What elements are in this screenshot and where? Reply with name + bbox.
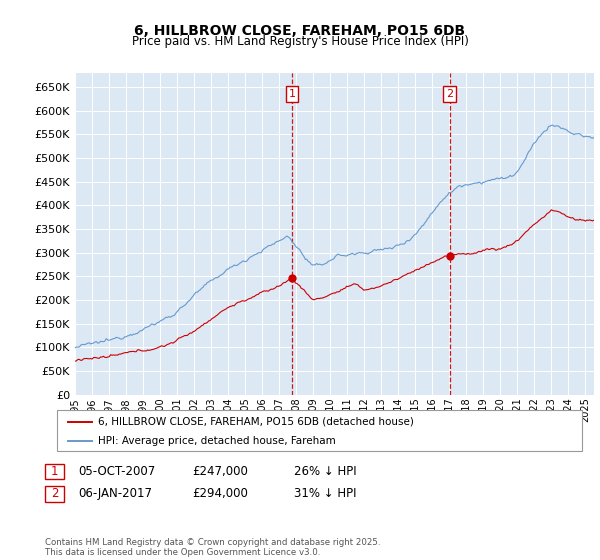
- Text: 2: 2: [51, 487, 58, 501]
- Text: Contains HM Land Registry data © Crown copyright and database right 2025.
This d: Contains HM Land Registry data © Crown c…: [45, 538, 380, 557]
- Text: 26% ↓ HPI: 26% ↓ HPI: [294, 465, 356, 478]
- Text: £247,000: £247,000: [192, 465, 248, 478]
- Text: £294,000: £294,000: [192, 487, 248, 501]
- Text: 1: 1: [289, 89, 296, 99]
- Text: HPI: Average price, detached house, Fareham: HPI: Average price, detached house, Fare…: [98, 436, 335, 446]
- Text: Price paid vs. HM Land Registry's House Price Index (HPI): Price paid vs. HM Land Registry's House …: [131, 35, 469, 48]
- Text: 1: 1: [51, 465, 58, 478]
- Text: 06-JAN-2017: 06-JAN-2017: [78, 487, 152, 501]
- Text: 31% ↓ HPI: 31% ↓ HPI: [294, 487, 356, 501]
- Text: 6, HILLBROW CLOSE, FAREHAM, PO15 6DB: 6, HILLBROW CLOSE, FAREHAM, PO15 6DB: [134, 24, 466, 38]
- Text: 2: 2: [446, 89, 453, 99]
- Text: 05-OCT-2007: 05-OCT-2007: [78, 465, 155, 478]
- Text: 6, HILLBROW CLOSE, FAREHAM, PO15 6DB (detached house): 6, HILLBROW CLOSE, FAREHAM, PO15 6DB (de…: [98, 417, 413, 427]
